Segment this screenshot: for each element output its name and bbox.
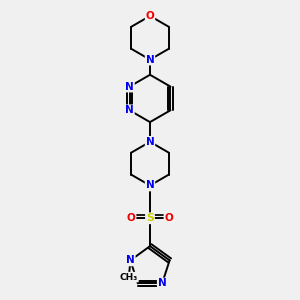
Text: N: N	[125, 105, 134, 115]
Text: N: N	[146, 55, 154, 64]
Text: S: S	[146, 213, 154, 223]
Text: N: N	[158, 278, 167, 289]
Text: O: O	[146, 11, 154, 21]
Text: O: O	[164, 213, 173, 223]
Text: O: O	[127, 213, 136, 223]
Text: N: N	[125, 82, 134, 92]
Text: CH₃: CH₃	[120, 273, 138, 282]
Text: N: N	[146, 181, 154, 190]
Text: N: N	[146, 137, 154, 147]
Text: N: N	[126, 255, 135, 266]
